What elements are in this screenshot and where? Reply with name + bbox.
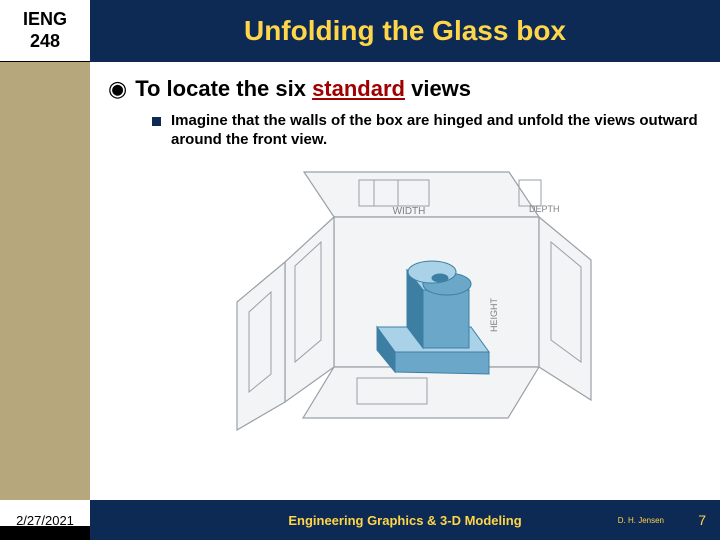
glass-box-diagram: WIDTH DEPTH HEIGHT [209, 162, 599, 452]
course-code: IENG 248 [0, 0, 90, 62]
footer-title: Engineering Graphics & 3-D Modeling [288, 513, 521, 528]
main-bullet: ◉ To locate the six standard views [108, 76, 700, 102]
footer-author: D. H. Jensen [618, 516, 664, 525]
black-strip [0, 526, 90, 540]
label-height: HEIGHT [489, 297, 499, 332]
sub-bullet: Imagine that the walls of the box are hi… [152, 112, 700, 150]
diagram-container: WIDTH DEPTH HEIGHT [108, 162, 700, 452]
content-area: ◉ To locate the six standard views Imagi… [90, 62, 720, 500]
title-bar: Unfolding the Glass box [90, 0, 720, 62]
target-bullet-icon: ◉ [108, 78, 127, 100]
sub-bullet-text: Imagine that the walls of the box are hi… [171, 112, 700, 150]
bullet-text: To locate the six standard views [135, 76, 471, 102]
page-number: 7 [698, 512, 706, 528]
course-line1: IENG [23, 9, 67, 29]
bullet-suffix: views [405, 76, 471, 101]
slide-title: Unfolding the Glass box [244, 15, 566, 47]
label-depth: DEPTH [529, 204, 560, 214]
square-bullet-icon [152, 117, 161, 126]
bullet-emph: standard [312, 76, 405, 101]
label-width: WIDTH [393, 206, 426, 217]
sidebar-background [0, 62, 90, 540]
footer-bar: Engineering Graphics & 3-D Modeling D. H… [90, 500, 720, 540]
bullet-prefix: To locate the six [135, 76, 312, 101]
course-line2: 248 [30, 31, 60, 51]
